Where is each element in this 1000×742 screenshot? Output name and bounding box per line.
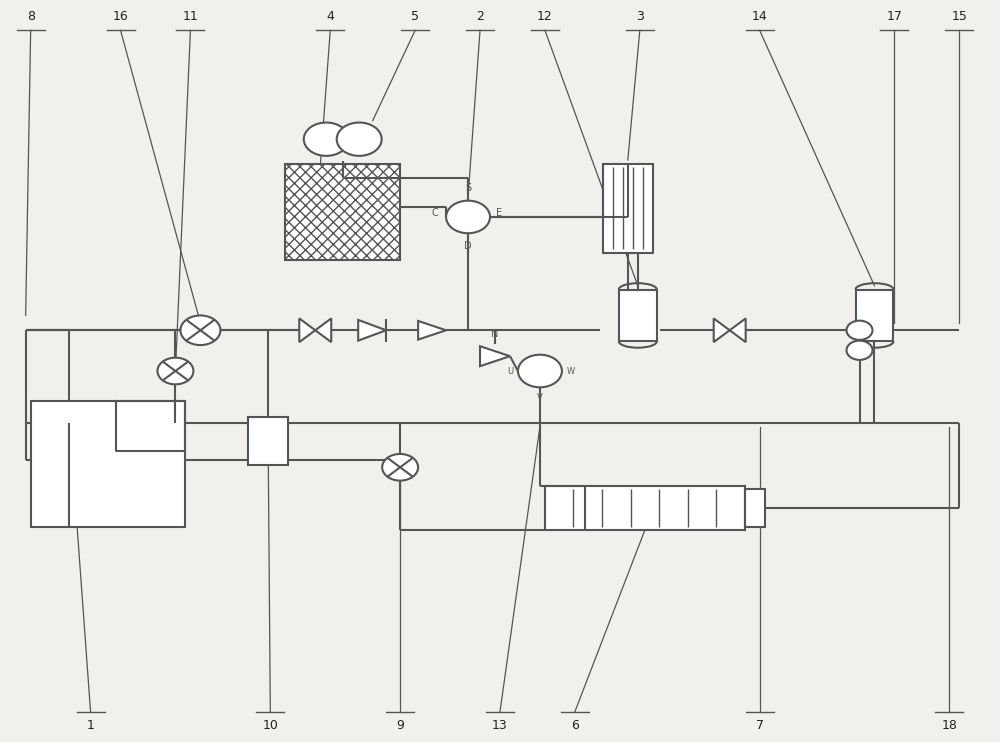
Text: 6: 6 [571, 719, 579, 732]
Bar [745, 490, 765, 527]
Polygon shape [358, 320, 386, 341]
Text: 5: 5 [411, 10, 419, 23]
Circle shape [180, 315, 220, 345]
Text: 9: 9 [396, 719, 404, 732]
Bar [856, 289, 893, 341]
Text: 4: 4 [326, 10, 334, 23]
Text: E: E [496, 209, 502, 218]
Text: S: S [465, 183, 471, 193]
Text: 12: 12 [537, 10, 553, 23]
Text: 11: 11 [183, 10, 198, 23]
Text: 2: 2 [476, 10, 484, 23]
Text: W: W [567, 367, 575, 375]
Polygon shape [730, 318, 746, 342]
Circle shape [847, 321, 872, 340]
Text: C: C [431, 209, 438, 218]
Text: 15: 15 [951, 10, 967, 23]
Text: 1: 1 [87, 719, 95, 732]
Text: 16: 16 [113, 10, 128, 23]
Bar [285, 164, 400, 260]
Bar [545, 486, 745, 531]
Bar [248, 417, 288, 465]
Text: N: N [491, 329, 499, 339]
Text: 10: 10 [262, 719, 278, 732]
Text: 7: 7 [756, 719, 764, 732]
Text: 3: 3 [636, 10, 644, 23]
Circle shape [446, 200, 490, 233]
Bar [31, 401, 185, 527]
Circle shape [847, 341, 872, 360]
Bar [603, 164, 653, 252]
Text: 18: 18 [941, 719, 957, 732]
Bar [619, 289, 657, 341]
Text: 8: 8 [27, 10, 35, 23]
Polygon shape [299, 318, 315, 342]
Text: 14: 14 [752, 10, 768, 23]
Circle shape [157, 358, 193, 384]
Polygon shape [315, 318, 331, 342]
Text: 17: 17 [887, 10, 902, 23]
Circle shape [518, 355, 562, 387]
Text: U: U [507, 367, 513, 375]
Polygon shape [480, 347, 510, 367]
Circle shape [304, 122, 349, 156]
Polygon shape [714, 318, 730, 342]
Text: 13: 13 [492, 719, 508, 732]
Text: D: D [464, 240, 472, 251]
Text: V: V [537, 393, 543, 402]
Circle shape [382, 454, 418, 481]
Polygon shape [418, 321, 446, 340]
Circle shape [337, 122, 382, 156]
